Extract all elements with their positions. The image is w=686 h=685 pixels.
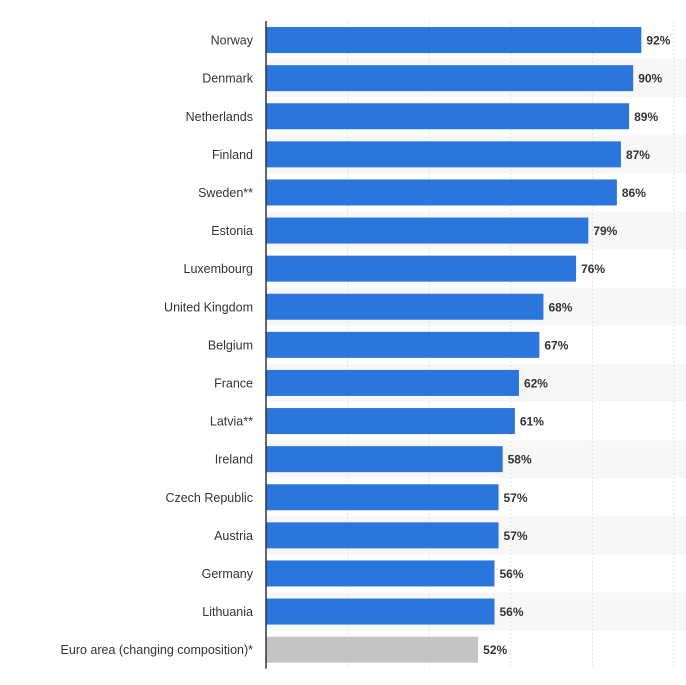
- value-label: 61%: [520, 415, 544, 429]
- value-label: 52%: [483, 643, 507, 657]
- bars: [266, 27, 642, 663]
- category-label: Luxembourg: [184, 262, 254, 276]
- category-label: Norway: [211, 34, 254, 48]
- category-label: Finland: [212, 148, 253, 162]
- bar: [266, 65, 634, 92]
- value-label: 56%: [499, 567, 523, 581]
- value-label: 57%: [504, 491, 528, 505]
- category-label: United Kingdom: [164, 300, 253, 314]
- bar: [266, 179, 617, 206]
- value-label: 79%: [593, 224, 617, 238]
- category-label: France: [214, 376, 253, 390]
- value-label: 92%: [646, 34, 670, 48]
- bar-highlight: [266, 636, 479, 663]
- value-label: 62%: [524, 376, 548, 390]
- value-label: 86%: [622, 186, 646, 200]
- value-label: 57%: [504, 529, 528, 543]
- value-label: 56%: [499, 605, 523, 619]
- bar: [266, 217, 589, 244]
- category-label: Austria: [214, 529, 253, 543]
- category-label: Denmark: [202, 72, 253, 86]
- bar: [266, 293, 544, 320]
- bar: [266, 560, 495, 587]
- bar: [266, 446, 503, 473]
- category-label: Latvia**: [210, 415, 253, 429]
- bar: [266, 141, 621, 168]
- category-labels: Norway Denmark Netherlands Finland Sweden** E…: [61, 34, 254, 658]
- category-label: Czech Republic: [165, 491, 253, 505]
- bar: [266, 27, 642, 54]
- value-label: 87%: [626, 148, 650, 162]
- category-label: Euro area (changing composition)*: [61, 643, 254, 657]
- bar: [266, 598, 495, 625]
- value-labels: 92% 90% 89% 87% 86% 79% 76% 68% 67% 62% 61% 58% 57% 5…: [483, 34, 671, 658]
- value-label: 90%: [638, 72, 662, 86]
- bar: [266, 331, 540, 358]
- value-label: 89%: [634, 110, 658, 124]
- bar: [266, 484, 499, 511]
- category-label: Lithuania: [202, 605, 253, 619]
- value-label: 68%: [548, 300, 572, 314]
- category-label: Estonia: [211, 224, 253, 238]
- value-label: 76%: [581, 262, 605, 276]
- category-label: Germany: [202, 567, 254, 581]
- bar: [266, 103, 630, 130]
- category-label: Belgium: [208, 338, 253, 352]
- value-label: 67%: [544, 338, 568, 352]
- bar: [266, 522, 499, 549]
- category-label: Sweden**: [198, 186, 253, 200]
- value-label: 58%: [508, 453, 532, 467]
- category-label: Ireland: [215, 453, 253, 467]
- bar: [266, 369, 519, 396]
- bar: [266, 408, 515, 435]
- category-label: Netherlands: [186, 110, 253, 124]
- bar: [266, 255, 577, 282]
